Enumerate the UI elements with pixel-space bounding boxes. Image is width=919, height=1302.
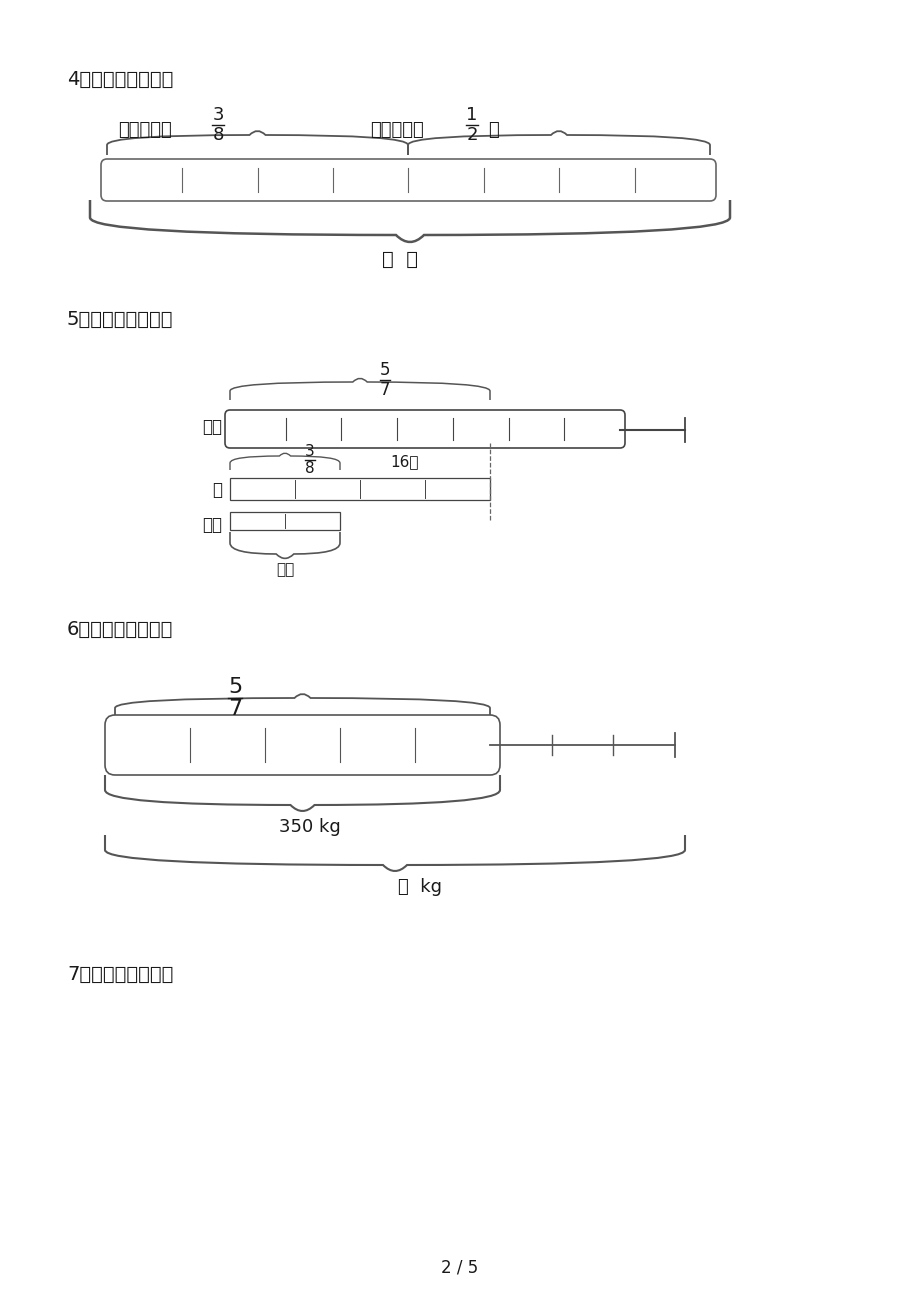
Text: 2: 2 [466,126,477,145]
FancyBboxPatch shape [101,159,715,201]
Text: 350 kg: 350 kg [278,818,341,836]
Text: 吨: 吨 [487,121,498,139]
Text: 5．看图列式计算。: 5．看图列式计算。 [67,310,174,329]
FancyBboxPatch shape [105,715,499,775]
Bar [230,478,490,500]
Text: ？吨: ？吨 [276,562,294,577]
Text: 第一天用去: 第一天用去 [118,121,172,139]
Text: 3: 3 [212,105,223,124]
Text: 梨: 梨 [211,480,221,499]
Bar [230,512,340,530]
Text: 5: 5 [380,361,390,379]
Text: 4．看图列式计算。: 4．看图列式计算。 [67,70,173,89]
Text: ？  kg: ？ kg [398,878,441,896]
Text: 7: 7 [228,699,242,719]
Text: 1: 1 [466,105,477,124]
Text: ？  吨: ？ 吨 [381,250,417,270]
FancyBboxPatch shape [225,410,624,448]
Text: 8: 8 [305,461,314,477]
Text: 第二天用去: 第二天用去 [369,121,424,139]
Text: 5: 5 [228,677,242,697]
Text: 7: 7 [380,381,390,398]
Text: 3: 3 [305,444,314,460]
Text: 桃子: 桃子 [202,516,221,534]
Text: 苹果: 苹果 [202,418,221,436]
Text: 6．看图列式计算。: 6．看图列式计算。 [67,620,173,639]
Text: 7．看图列式计算。: 7．看图列式计算。 [67,965,173,984]
Text: 16吨: 16吨 [390,454,418,470]
Text: 2 / 5: 2 / 5 [441,1259,478,1277]
Text: 8: 8 [212,126,223,145]
